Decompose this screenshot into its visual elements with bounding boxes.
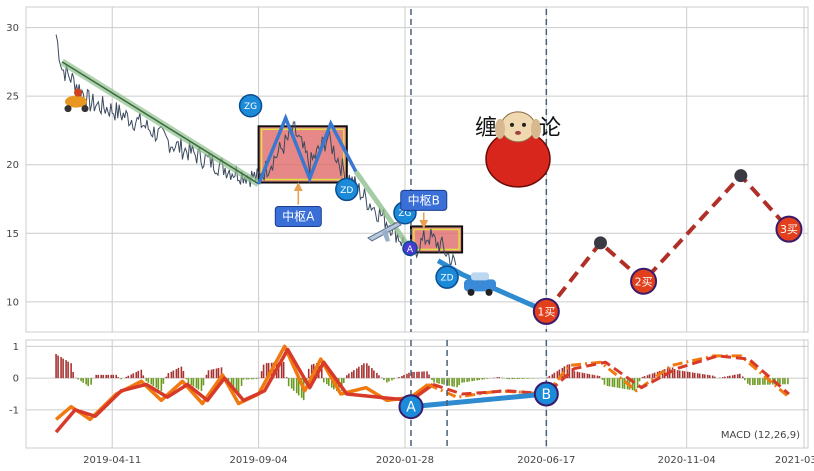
pivot-dot bbox=[734, 169, 748, 183]
bi-line-center-a bbox=[256, 113, 358, 185]
buy-signal-label: 1买 bbox=[537, 305, 555, 318]
macd-markers: AB bbox=[398, 381, 559, 420]
badge-label: ZD bbox=[340, 186, 353, 196]
scooter-wheel bbox=[64, 105, 72, 113]
price-y-tick-label: 25 bbox=[6, 92, 19, 103]
macd-marker-circle bbox=[398, 394, 424, 420]
badge-circle bbox=[238, 93, 263, 118]
badge-label: ZG bbox=[398, 209, 411, 219]
mascot-title-left: 缠 bbox=[475, 116, 497, 141]
x-tick-label: 2020-06-17 bbox=[517, 455, 575, 466]
macd-y-tick-label: -1 bbox=[9, 405, 19, 416]
macd-y-tick-label: 0 bbox=[13, 374, 19, 385]
segment-line-2 bbox=[353, 170, 412, 249]
mascot-eye bbox=[522, 122, 526, 127]
car-window bbox=[471, 272, 489, 281]
mascot-head bbox=[500, 111, 536, 143]
car-wheel bbox=[485, 288, 493, 296]
macd-y-tick-label: 1 bbox=[13, 342, 19, 353]
macd-dea-forecast bbox=[432, 354, 790, 396]
center-box bbox=[257, 125, 348, 184]
buy-signal-label: 3买 bbox=[780, 223, 798, 236]
x-tick-label: 2019-04-11 bbox=[83, 455, 141, 466]
macd-marker-label: B bbox=[542, 387, 552, 403]
price-y-tick-label: 10 bbox=[6, 297, 19, 308]
price-y-tick-label: 30 bbox=[6, 23, 19, 34]
center-box-inner bbox=[413, 228, 460, 251]
x-axis: 2019-04-11 2019-09-04 2020-01-28 2020-06-17… bbox=[83, 455, 814, 466]
price-y-tick-label: 15 bbox=[6, 229, 19, 240]
car-wheel bbox=[467, 288, 475, 296]
mascot-nose bbox=[515, 130, 521, 135]
x-tick-label: 2020-11-04 bbox=[658, 455, 716, 466]
x-tick-label: 2021-03-01 bbox=[775, 455, 814, 466]
badge-circle bbox=[335, 177, 359, 202]
macd-marker-circle bbox=[533, 381, 559, 407]
pivot-dot bbox=[593, 236, 607, 250]
macd-panel: -101 AB MACD (12,26,9) bbox=[9, 339, 809, 449]
forecast-lines bbox=[544, 169, 791, 313]
center-label-box bbox=[274, 206, 322, 228]
center-box-inner bbox=[260, 128, 345, 181]
badge-circle bbox=[402, 240, 418, 257]
scooter-wheel bbox=[81, 105, 89, 113]
badge-label: ZG bbox=[244, 102, 257, 112]
airplane-wing bbox=[382, 229, 390, 242]
car-icon bbox=[464, 279, 496, 292]
scooter-icon bbox=[65, 95, 87, 108]
badge-label: ZD bbox=[441, 274, 454, 284]
buy-signal-circle bbox=[775, 215, 803, 243]
x-tick-label: 2019-09-04 bbox=[230, 455, 288, 466]
decorations: 缠论 bbox=[64, 88, 561, 296]
price-y-tick-label: 20 bbox=[6, 160, 19, 171]
price-plot-frame bbox=[25, 6, 809, 333]
center-label-text: 中枢A bbox=[282, 209, 315, 224]
buy-signal-label: 2买 bbox=[635, 275, 653, 288]
mascot-title-right: 论 bbox=[539, 116, 561, 141]
badge-circle bbox=[435, 265, 459, 289]
buy-signal-circle bbox=[630, 267, 658, 295]
bi-line-down bbox=[436, 258, 548, 314]
macd-lines bbox=[54, 344, 790, 434]
center-labels: 中枢A 中枢B bbox=[274, 182, 448, 229]
center-label-text: 中枢B bbox=[408, 192, 440, 207]
divergence-line bbox=[410, 391, 547, 410]
macd-marker-label: A bbox=[406, 400, 416, 416]
badge-label: A bbox=[407, 245, 414, 255]
segment-line-core bbox=[61, 61, 259, 185]
mascot-eye bbox=[510, 122, 514, 127]
center-box bbox=[409, 225, 464, 254]
buy-signal-circle bbox=[532, 297, 560, 325]
macd-y-ticks: -1 0 1 bbox=[9, 342, 19, 417]
macd-annotation: MACD (12,26,9) bbox=[721, 430, 800, 441]
x-tick-label: 2020-01-28 bbox=[376, 455, 434, 466]
price-y-ticks: 10 15 20 25 30 bbox=[6, 23, 19, 308]
mascot-ear bbox=[531, 118, 541, 139]
buy-signals: 1买 2买 3买 bbox=[532, 215, 803, 325]
forecast-dashed-line bbox=[544, 172, 791, 313]
bi-lines bbox=[60, 58, 548, 314]
price-grid bbox=[26, 7, 808, 332]
mascot-ear bbox=[495, 118, 505, 139]
macd-dea-line bbox=[54, 347, 435, 434]
scooter-rider-head bbox=[74, 88, 82, 97]
center-label-box bbox=[400, 189, 448, 211]
price-panel: 1015202530 ZGZDZGAZD 中枢A中枢B 1买2买3买 缠论 bbox=[6, 6, 809, 333]
